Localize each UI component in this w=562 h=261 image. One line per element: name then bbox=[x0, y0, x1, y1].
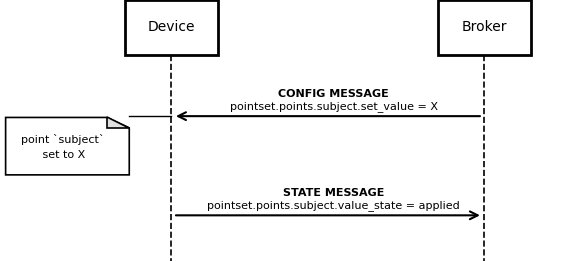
Text: STATE MESSAGE: STATE MESSAGE bbox=[283, 188, 384, 198]
Polygon shape bbox=[107, 117, 129, 128]
Bar bbox=[438, 0, 531, 55]
Bar bbox=[125, 0, 217, 55]
Text: Broker: Broker bbox=[462, 20, 507, 34]
Polygon shape bbox=[6, 117, 129, 175]
Text: pointset.points.subject.value_state = applied: pointset.points.subject.value_state = ap… bbox=[207, 200, 460, 211]
Text: point `subject`: point `subject` bbox=[21, 134, 104, 145]
Text: Device: Device bbox=[148, 20, 195, 34]
Text: set to X: set to X bbox=[39, 150, 85, 160]
Text: CONFIG MESSAGE: CONFIG MESSAGE bbox=[278, 89, 389, 99]
Text: pointset.points.subject.set_value = X: pointset.points.subject.set_value = X bbox=[229, 101, 438, 112]
